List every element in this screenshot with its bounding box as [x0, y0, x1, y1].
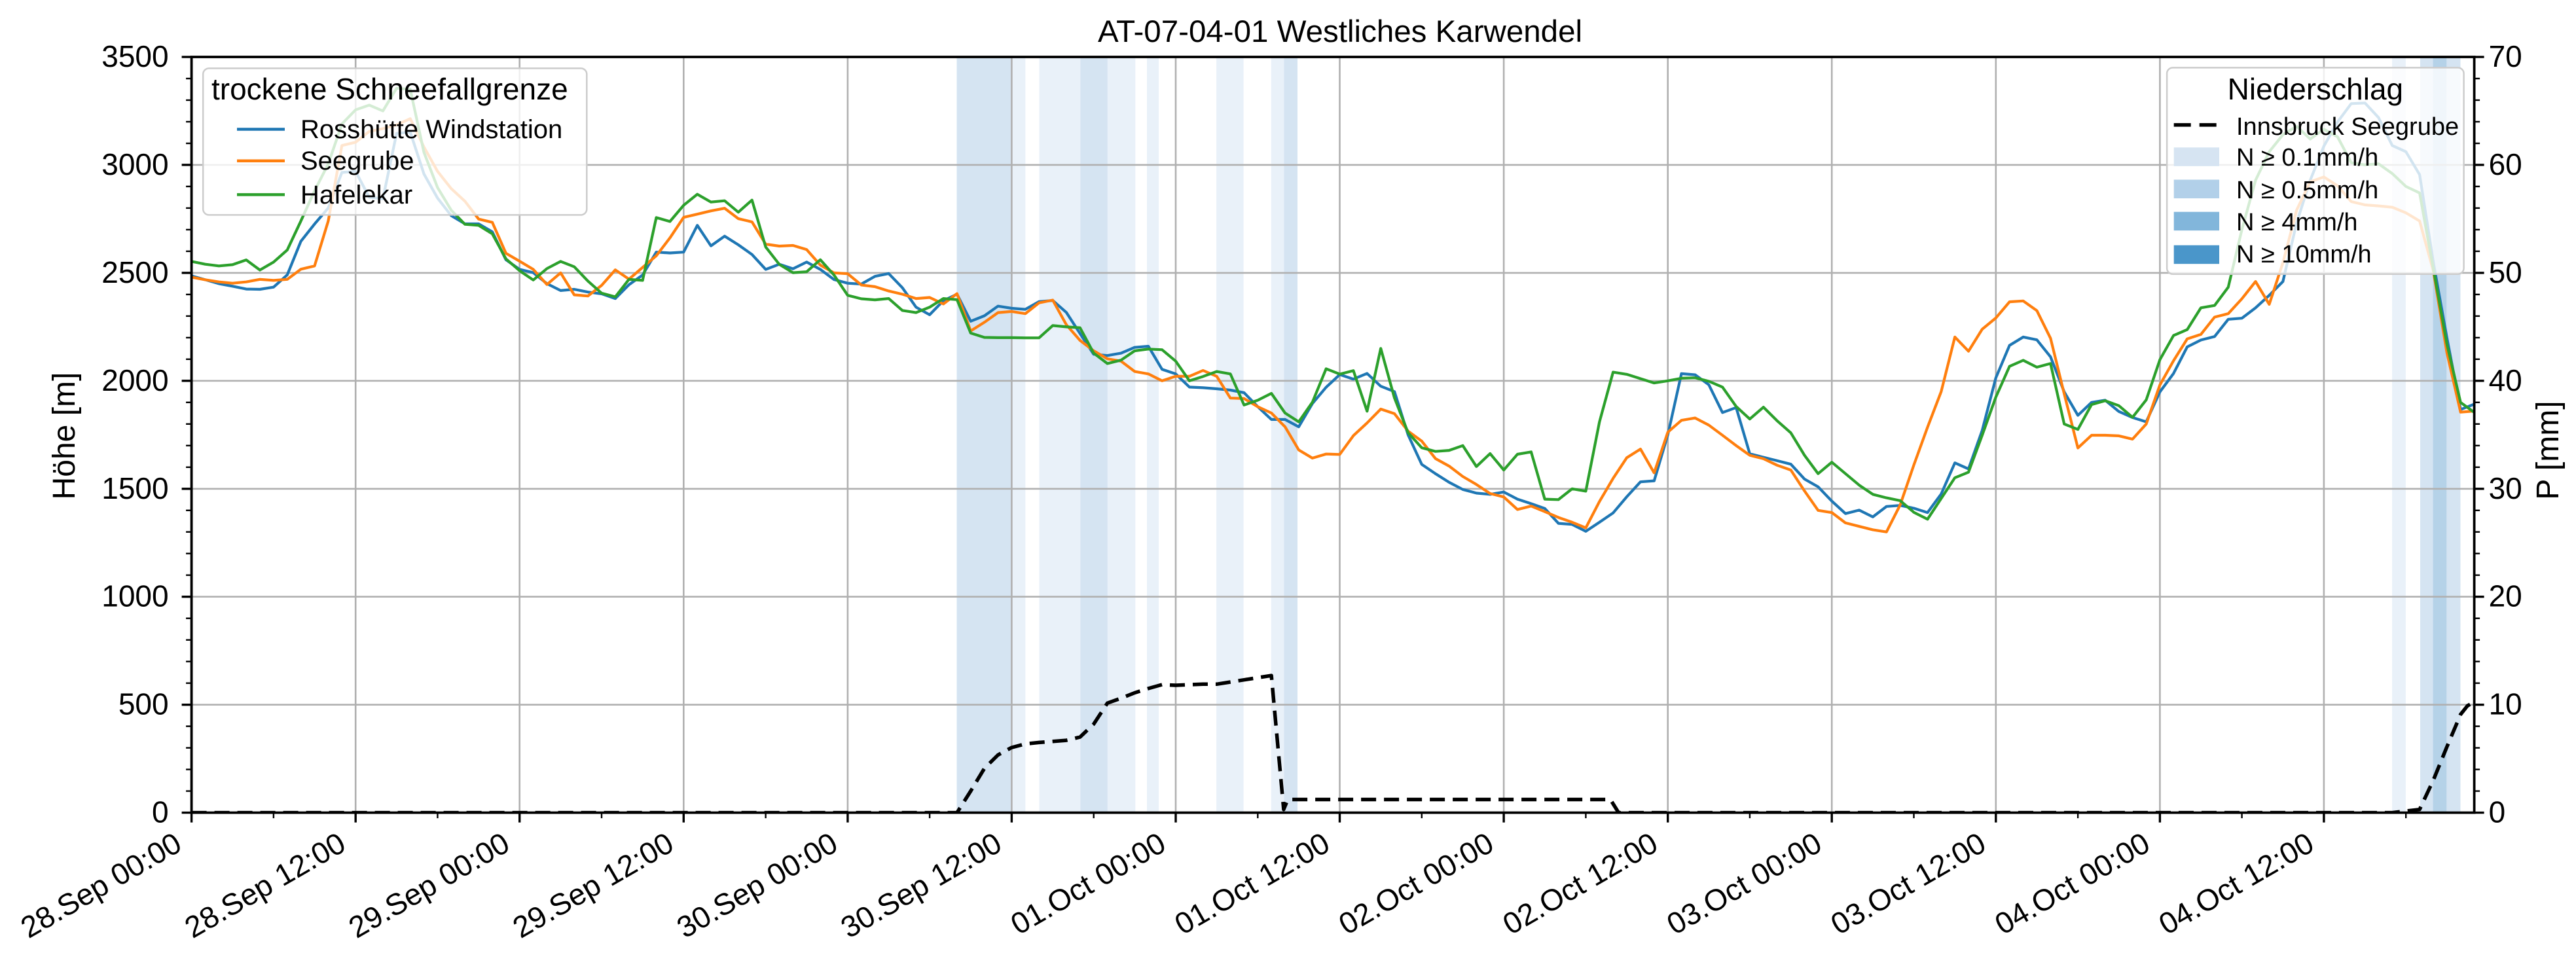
svg-text:500: 500	[118, 687, 169, 721]
svg-text:AT-07-04-01 Westliches Karwend: AT-07-04-01 Westliches Karwendel	[1098, 14, 1582, 49]
svg-text:Seegrube: Seegrube	[300, 147, 414, 175]
svg-text:P [mm]: P [mm]	[2531, 401, 2566, 499]
svg-text:2500: 2500	[101, 255, 168, 289]
svg-text:Hafelekar: Hafelekar	[300, 181, 412, 209]
svg-text:1000: 1000	[101, 579, 168, 613]
svg-text:Innsbruck Seegrube: Innsbruck Seegrube	[2236, 113, 2459, 141]
svg-text:Niederschlag: Niederschlag	[2228, 72, 2403, 106]
svg-text:70: 70	[2489, 39, 2522, 73]
svg-text:3500: 3500	[101, 39, 168, 73]
svg-text:40: 40	[2489, 363, 2522, 397]
svg-text:trockene Schneefallgrenze: trockene Schneefallgrenze	[211, 72, 568, 106]
svg-text:2000: 2000	[101, 363, 168, 397]
svg-text:Höhe [m]: Höhe [m]	[47, 372, 82, 500]
svg-text:N ≥ 0.5mm/h: N ≥ 0.5mm/h	[2236, 177, 2378, 204]
svg-text:50: 50	[2489, 255, 2522, 289]
svg-text:N ≥ 0.1mm/h: N ≥ 0.1mm/h	[2236, 144, 2378, 171]
svg-text:10: 10	[2489, 687, 2522, 721]
svg-text:1500: 1500	[101, 471, 168, 505]
svg-text:30: 30	[2489, 471, 2522, 505]
svg-text:N ≥ 4mm/h: N ≥ 4mm/h	[2236, 209, 2358, 236]
svg-text:3000: 3000	[101, 147, 168, 181]
svg-text:0: 0	[152, 795, 169, 829]
svg-text:Rosshütte Windstation: Rosshütte Windstation	[300, 115, 562, 144]
svg-text:20: 20	[2489, 579, 2522, 613]
svg-text:0: 0	[2489, 795, 2506, 829]
svg-text:60: 60	[2489, 147, 2522, 181]
svg-text:N ≥ 10mm/h: N ≥ 10mm/h	[2236, 241, 2372, 268]
